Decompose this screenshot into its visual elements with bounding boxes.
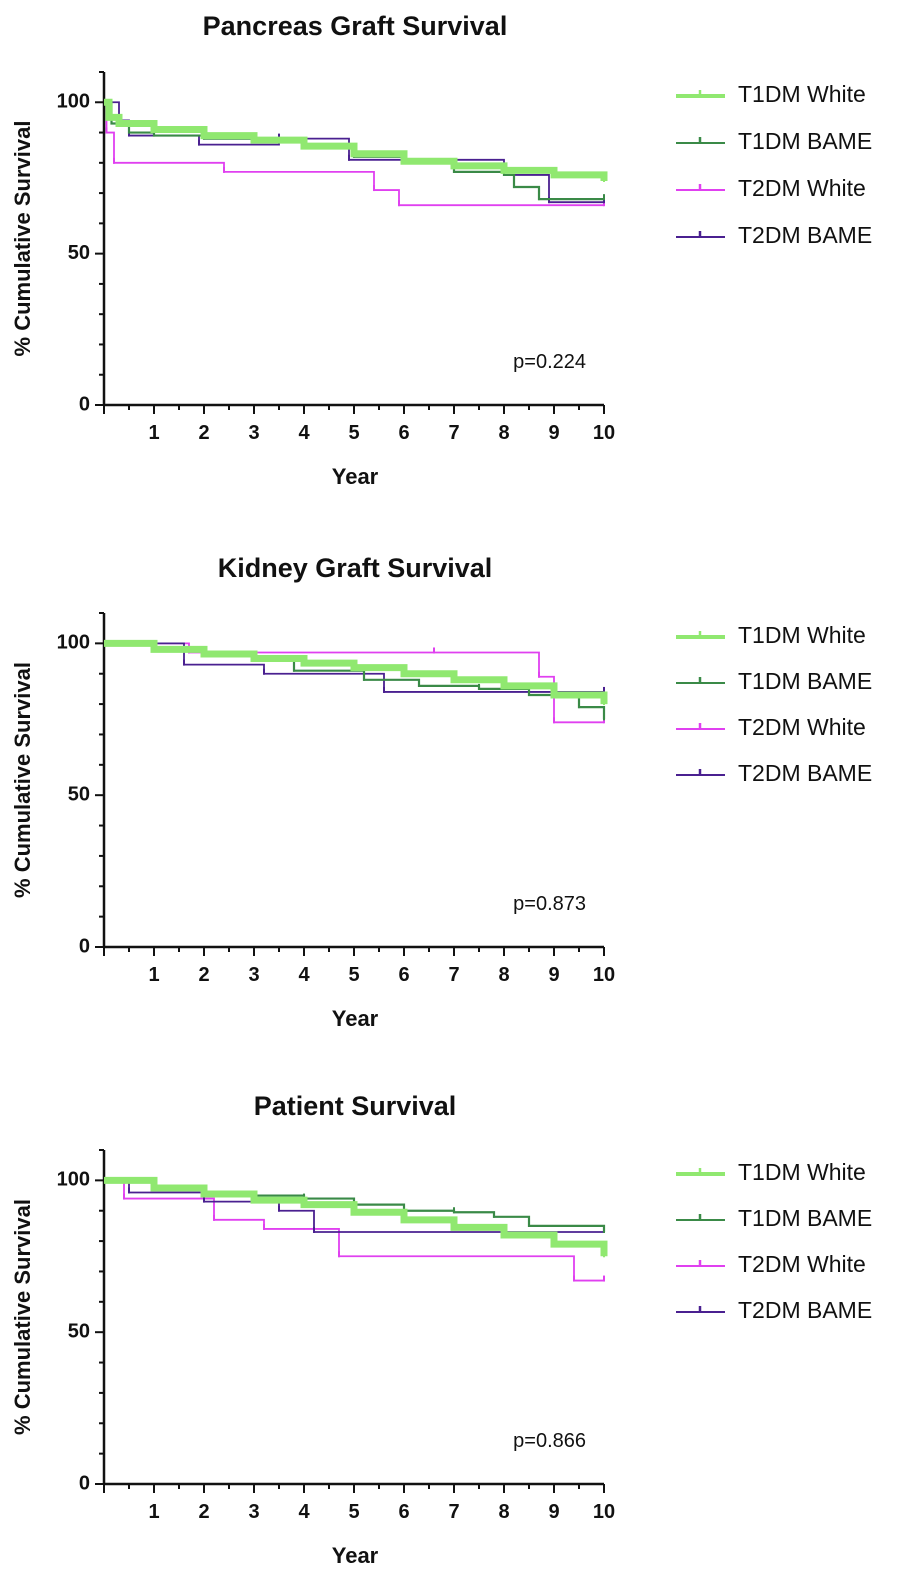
- legend-item: T1DM BAME: [676, 128, 872, 154]
- p-value-annotation: p=0.873: [513, 893, 586, 915]
- x-tick-label: 7: [448, 964, 459, 986]
- x-tick-label: 3: [248, 1501, 259, 1523]
- x-axis-label: Year: [332, 1543, 379, 1568]
- x-tick-label: 6: [398, 422, 409, 444]
- legend-item: T2DM BAME: [676, 760, 872, 786]
- p-value-annotation: p=0.866: [513, 1430, 586, 1452]
- x-tick-label: 4: [298, 1501, 310, 1523]
- p-value-annotation: p=0.224: [513, 351, 586, 373]
- x-tick-label: 8: [498, 1501, 509, 1523]
- panel-2: Kidney Graft Survival 0 50 100 1 2 3 4 5 6 7 8 9 10 Ye…: [10, 553, 872, 1031]
- legend-item: T1DM White: [676, 622, 866, 648]
- x-tick-label: 9: [548, 1501, 559, 1523]
- x-tick-label: 2: [198, 964, 209, 986]
- y-axis-label: % Cumulative Survival: [10, 662, 35, 898]
- chart-title: Pancreas Graft Survival: [203, 11, 508, 41]
- legend-label: T1DM BAME: [738, 668, 872, 694]
- x-tick-label: 8: [498, 422, 509, 444]
- y-tick-label: 0: [79, 1472, 90, 1494]
- x-tick-label: 9: [548, 964, 559, 986]
- legend-label: T2DM BAME: [738, 1297, 872, 1323]
- legend-item: T1DM White: [676, 81, 866, 107]
- x-tick-label: 10: [593, 422, 615, 444]
- legend-item: T2DM White: [676, 714, 866, 740]
- legend-label: T1DM White: [738, 1159, 866, 1185]
- chart-title: Kidney Graft Survival: [218, 553, 493, 583]
- x-tick-label: 1: [148, 964, 159, 986]
- y-tick-label: 100: [57, 91, 90, 113]
- x-tick-label: 5: [348, 964, 359, 986]
- y-tick-label: 50: [68, 242, 90, 264]
- legend-item: T1DM BAME: [676, 668, 872, 694]
- y-tick-label: 50: [68, 783, 90, 805]
- x-tick-label: 3: [248, 422, 259, 444]
- x-tick-label: 10: [593, 964, 615, 986]
- y-tick-label: 0: [79, 393, 90, 415]
- panel-3: Patient Survival 0 50 100 1 2 3 4 5 6 7 8 9 10 Year % C…: [10, 1091, 872, 1568]
- series-line-t2dm-bame: [104, 1179, 604, 1233]
- x-tick-label: 4: [298, 964, 310, 986]
- x-tick-label: 6: [398, 964, 409, 986]
- series-line-t1dm-white: [104, 98, 608, 181]
- series-line-t1dm-bame: [104, 642, 606, 720]
- y-tick-label: 100: [57, 1169, 90, 1191]
- x-tick-label: 3: [248, 964, 259, 986]
- legend-label: T2DM White: [738, 175, 866, 201]
- legend-label: T2DM White: [738, 1251, 866, 1277]
- x-tick-label: 5: [348, 422, 359, 444]
- legend-item: T1DM BAME: [676, 1205, 872, 1231]
- x-tick-label: 4: [298, 422, 310, 444]
- x-tick-label: 8: [498, 964, 509, 986]
- x-tick-label: 1: [148, 422, 159, 444]
- legend-label: T1DM BAME: [738, 1205, 872, 1231]
- legend-item: T2DM BAME: [676, 1297, 872, 1323]
- series-line-t2dm-white: [104, 1179, 604, 1282]
- x-tick-label: 2: [198, 1501, 209, 1523]
- x-tick-label: 7: [448, 422, 459, 444]
- legend-label: T2DM BAME: [738, 760, 872, 786]
- chart-title: Patient Survival: [254, 1091, 457, 1121]
- legend-label: T1DM White: [738, 81, 866, 107]
- legend-label: T2DM BAME: [738, 222, 872, 248]
- legend-item: T1DM White: [676, 1159, 866, 1185]
- legend-label: T1DM White: [738, 622, 866, 648]
- y-tick-label: 100: [57, 632, 90, 654]
- x-tick-label: 7: [448, 1501, 459, 1523]
- x-tick-label: 10: [593, 1501, 615, 1523]
- y-tick-label: 50: [68, 1320, 90, 1342]
- legend-item: T2DM BAME: [676, 222, 872, 248]
- legend-item: T2DM White: [676, 1251, 866, 1277]
- panel-1: Pancreas Graft Survival 0 50 100 1 2 3 4 5 6 7 8 9 10…: [10, 11, 872, 489]
- x-tick-label: 1: [148, 1501, 159, 1523]
- legend-label: T1DM BAME: [738, 128, 872, 154]
- x-axis-label: Year: [332, 1006, 379, 1031]
- x-tick-label: 6: [398, 1501, 409, 1523]
- x-tick-label: 2: [198, 422, 209, 444]
- y-axis-label: % Cumulative Survival: [10, 1199, 35, 1435]
- x-axis-label: Year: [332, 464, 379, 489]
- x-tick-label: 9: [548, 422, 559, 444]
- legend-label: T2DM White: [738, 714, 866, 740]
- x-tick-label: 5: [348, 1501, 359, 1523]
- y-tick-label: 0: [79, 935, 90, 957]
- legend-item: T2DM White: [676, 175, 866, 201]
- y-axis-label: % Cumulative Survival: [10, 121, 35, 357]
